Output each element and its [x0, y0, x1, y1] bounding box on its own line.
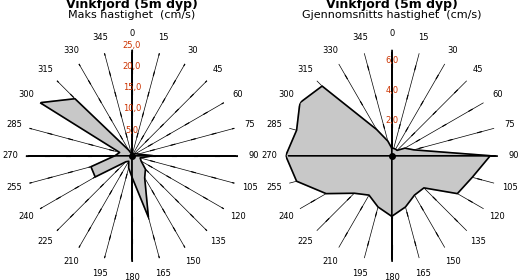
Text: 315: 315: [38, 65, 54, 74]
Text: 60: 60: [492, 90, 503, 99]
Text: 75: 75: [244, 120, 255, 129]
Text: 300: 300: [18, 90, 34, 99]
Text: 6,0: 6,0: [385, 56, 399, 65]
Text: 255: 255: [266, 183, 282, 192]
Text: 30: 30: [188, 46, 199, 55]
Text: 15: 15: [158, 33, 169, 42]
Text: 285: 285: [266, 120, 282, 129]
Text: 30: 30: [448, 46, 458, 55]
Text: Maks hastighet  (cm/s): Maks hastighet (cm/s): [68, 10, 195, 20]
Text: 105: 105: [502, 183, 517, 192]
Text: 255: 255: [6, 183, 22, 192]
Text: 345: 345: [92, 33, 108, 42]
Text: 90: 90: [508, 151, 519, 160]
Text: 165: 165: [415, 269, 431, 278]
Text: 75: 75: [504, 120, 515, 129]
Text: 105: 105: [242, 183, 258, 192]
Text: 345: 345: [352, 33, 368, 42]
Text: 120: 120: [230, 212, 245, 221]
Text: 0: 0: [389, 29, 394, 38]
Text: 45: 45: [473, 65, 483, 74]
Text: 45: 45: [213, 65, 224, 74]
Text: 165: 165: [156, 269, 171, 278]
Text: 150: 150: [445, 257, 461, 266]
Text: 195: 195: [352, 269, 368, 278]
Polygon shape: [286, 86, 490, 216]
Text: 330: 330: [63, 46, 79, 55]
Text: 300: 300: [278, 90, 294, 99]
Text: 0: 0: [129, 29, 134, 38]
Text: 20,0: 20,0: [123, 62, 141, 71]
Text: 240: 240: [18, 212, 34, 221]
Text: 270: 270: [262, 151, 278, 160]
Text: 285: 285: [6, 120, 22, 129]
Text: Gjennomsnitts hastighet  (cm/s): Gjennomsnitts hastighet (cm/s): [302, 10, 481, 20]
Text: 180: 180: [384, 273, 400, 280]
Text: 90: 90: [249, 151, 259, 160]
Text: 10,0: 10,0: [123, 104, 141, 113]
Text: 135: 135: [210, 237, 226, 246]
Text: 225: 225: [297, 237, 313, 246]
Text: 120: 120: [490, 212, 505, 221]
Text: 180: 180: [124, 273, 140, 280]
Text: 5,0: 5,0: [126, 125, 139, 134]
Title: Vinkfjord (5m dyp): Vinkfjord (5m dyp): [326, 0, 457, 11]
Text: 15,0: 15,0: [123, 83, 141, 92]
Text: 210: 210: [323, 257, 339, 266]
Text: 60: 60: [232, 90, 243, 99]
Text: 150: 150: [185, 257, 201, 266]
Text: 195: 195: [93, 269, 108, 278]
Text: 4,0: 4,0: [385, 86, 399, 95]
Text: 270: 270: [2, 151, 18, 160]
Text: 240: 240: [278, 212, 294, 221]
Text: 25,0: 25,0: [123, 41, 141, 50]
Text: 2,0: 2,0: [385, 116, 399, 125]
Text: 210: 210: [63, 257, 79, 266]
Text: 135: 135: [470, 237, 486, 246]
Text: 15: 15: [418, 33, 429, 42]
Text: 315: 315: [297, 65, 314, 74]
Text: 330: 330: [322, 46, 339, 55]
Polygon shape: [40, 99, 153, 217]
Title: Vinkfjord (5m dyp): Vinkfjord (5m dyp): [66, 0, 198, 11]
Text: 225: 225: [38, 237, 54, 246]
